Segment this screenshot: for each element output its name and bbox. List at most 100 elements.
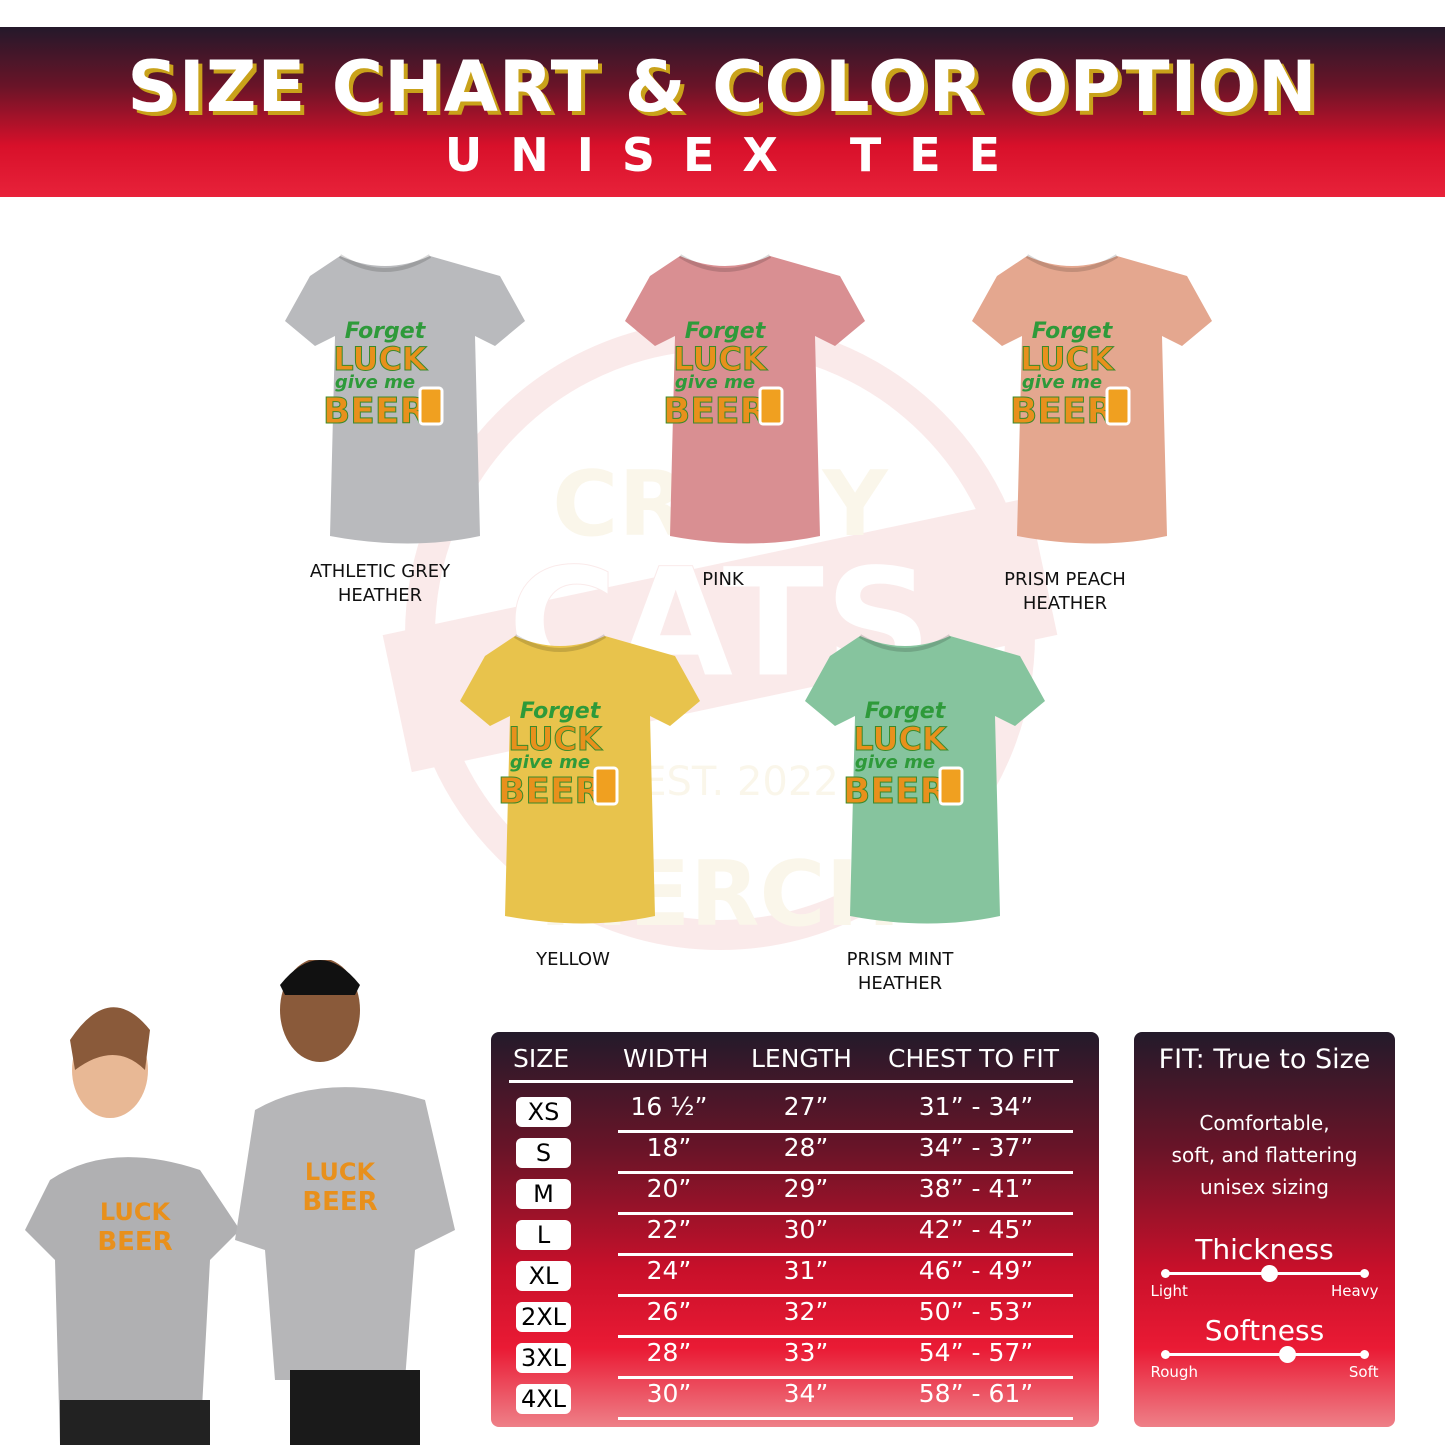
color-label: PINK bbox=[593, 568, 853, 592]
color-label: PRISM MINT HEATHER bbox=[770, 948, 1030, 996]
svg-text:LUCK: LUCK bbox=[305, 1158, 377, 1186]
header-size: SIZE bbox=[513, 1044, 570, 1073]
svg-text:LUCK: LUCK bbox=[100, 1198, 172, 1226]
size-badge: 3XL bbox=[516, 1343, 571, 1373]
chest-cell: 54” - 57” bbox=[918, 1338, 1034, 1367]
chest-cell: 31” - 34” bbox=[918, 1092, 1034, 1121]
width-cell: 30” bbox=[646, 1379, 692, 1408]
svg-text:Forget: Forget bbox=[685, 319, 767, 344]
thickness-min: Light bbox=[1150, 1282, 1188, 1300]
chest-cell: 34” - 37” bbox=[918, 1133, 1034, 1162]
page-title: SIZE CHART & COLOR OPTION bbox=[127, 46, 1318, 128]
size-chart-table: SIZE WIDTH LENGTH CHEST TO FIT XS 16 ½” … bbox=[491, 1032, 1099, 1427]
softness-title: Softness bbox=[1204, 1314, 1325, 1347]
width-cell: 28” bbox=[646, 1338, 692, 1367]
svg-text:LUCK: LUCK bbox=[508, 720, 603, 758]
size-row: S 18” 28” 34” - 37” bbox=[491, 1133, 1099, 1174]
softness-min: Rough bbox=[1150, 1363, 1198, 1381]
row-divider bbox=[618, 1294, 1073, 1297]
size-row: 3XL 28” 33” 54” - 57” bbox=[491, 1338, 1099, 1379]
tshirt-prism-mint: Forget LUCK give me BEER bbox=[765, 628, 1045, 938]
tshirt-pink: Forget LUCK give me BEER bbox=[585, 248, 865, 558]
chest-cell: 46” - 49” bbox=[918, 1256, 1034, 1285]
color-label-line: YELLOW bbox=[536, 949, 610, 970]
row-divider bbox=[618, 1335, 1073, 1338]
width-cell: 20” bbox=[646, 1174, 692, 1203]
fit-info-panel: FIT: True to Size Comfortable, soft, and… bbox=[1134, 1032, 1395, 1427]
svg-text:give me: give me bbox=[675, 372, 755, 393]
size-row: L 22” 30” 42” - 45” bbox=[491, 1215, 1099, 1256]
size-badge: 2XL bbox=[516, 1302, 571, 1332]
color-label-line: ATHLETIC GREY bbox=[309, 561, 451, 582]
color-label-line: HEATHER bbox=[1022, 593, 1108, 614]
chest-cell: 58” - 61” bbox=[918, 1379, 1034, 1408]
header-length: LENGTH bbox=[751, 1044, 852, 1073]
color-label-line: PINK bbox=[702, 569, 744, 590]
size-badge: L bbox=[516, 1220, 571, 1250]
tshirt-yellow: Forget LUCK give me BEER bbox=[420, 628, 700, 938]
fit-title: FIT: True to Size bbox=[1158, 1044, 1371, 1075]
length-cell: 30” bbox=[783, 1215, 829, 1244]
svg-text:BEER: BEER bbox=[498, 771, 602, 812]
header-divider bbox=[509, 1080, 1073, 1083]
header-chest: CHEST TO FIT bbox=[888, 1044, 1060, 1073]
size-row: XS 16 ½” 27” 31” - 34” bbox=[491, 1092, 1099, 1133]
fit-desc-line: unisex sizing bbox=[1200, 1175, 1329, 1199]
chest-cell: 38” - 41” bbox=[918, 1174, 1034, 1203]
length-cell: 27” bbox=[783, 1092, 829, 1121]
svg-text:BEER: BEER bbox=[302, 1187, 377, 1217]
header-banner: SIZE CHART & COLOR OPTION UNISEX TEE bbox=[0, 27, 1445, 197]
row-divider bbox=[618, 1130, 1073, 1133]
row-divider bbox=[618, 1417, 1073, 1420]
svg-text:Forget: Forget bbox=[1032, 319, 1114, 344]
size-badge: 4XL bbox=[516, 1384, 571, 1414]
tshirt-athletic-grey: Forget LUCK give me BEER bbox=[245, 248, 525, 558]
svg-text:BEER: BEER bbox=[663, 391, 767, 432]
width-cell: 24” bbox=[646, 1256, 692, 1285]
svg-text:BEER: BEER bbox=[1010, 391, 1114, 432]
size-row: XL 24” 31” 46” - 49” bbox=[491, 1256, 1099, 1297]
svg-text:LUCK: LUCK bbox=[333, 340, 428, 378]
chest-cell: 42” - 45” bbox=[918, 1215, 1034, 1244]
size-row: 4XL 30” 34” 58” - 61” bbox=[491, 1379, 1099, 1420]
length-cell: 32” bbox=[783, 1297, 829, 1326]
length-cell: 34” bbox=[783, 1379, 829, 1408]
color-label-line: HEATHER bbox=[857, 973, 943, 994]
svg-text:BEER: BEER bbox=[323, 391, 427, 432]
fit-desc-line: soft, and flattering bbox=[1171, 1143, 1358, 1167]
svg-text:Forget: Forget bbox=[345, 319, 427, 344]
svg-text:give me: give me bbox=[1022, 372, 1102, 393]
width-cell: 16 ½” bbox=[630, 1092, 708, 1121]
svg-text:BEER: BEER bbox=[97, 1227, 172, 1257]
svg-text:LUCK: LUCK bbox=[673, 340, 768, 378]
tshirt-prism-peach: Forget LUCK give me BEER bbox=[932, 248, 1212, 558]
svg-text:give me: give me bbox=[335, 372, 415, 393]
page-subtitle: UNISEX TEE bbox=[444, 128, 1029, 182]
thickness-max: Heavy bbox=[1331, 1282, 1379, 1300]
length-cell: 31” bbox=[783, 1256, 829, 1285]
color-label-line: PRISM MINT bbox=[846, 949, 954, 970]
watermark-text-3: EST. 2022 bbox=[641, 759, 839, 805]
fit-desc-line: Comfortable, bbox=[1199, 1111, 1330, 1135]
svg-text:Forget: Forget bbox=[520, 699, 602, 724]
color-label-line: HEATHER bbox=[337, 585, 423, 606]
svg-text:BEER: BEER bbox=[843, 771, 947, 812]
width-cell: 26” bbox=[646, 1297, 692, 1326]
length-cell: 33” bbox=[783, 1338, 829, 1367]
svg-text:LUCK: LUCK bbox=[1020, 340, 1115, 378]
width-cell: 18” bbox=[646, 1133, 692, 1162]
models-photo: BEER BEER LUCK LUCK bbox=[25, 960, 455, 1445]
header-width: WIDTH bbox=[623, 1044, 709, 1073]
softness-max: Soft bbox=[1348, 1363, 1379, 1381]
softness-indicator bbox=[1278, 1346, 1296, 1363]
size-row: 2XL 26” 32” 50” - 53” bbox=[491, 1297, 1099, 1338]
thickness-title: Thickness bbox=[1195, 1233, 1334, 1266]
color-label: YELLOW bbox=[443, 948, 703, 972]
length-cell: 29” bbox=[783, 1174, 829, 1203]
color-label: ATHLETIC GREY HEATHER bbox=[250, 560, 510, 608]
length-cell: 28” bbox=[783, 1133, 829, 1162]
fit-description: Comfortable, soft, and flattering unisex… bbox=[1134, 1107, 1395, 1203]
thickness-indicator bbox=[1260, 1265, 1278, 1282]
svg-text:give me: give me bbox=[510, 752, 590, 773]
svg-text:Forget: Forget bbox=[865, 699, 947, 724]
